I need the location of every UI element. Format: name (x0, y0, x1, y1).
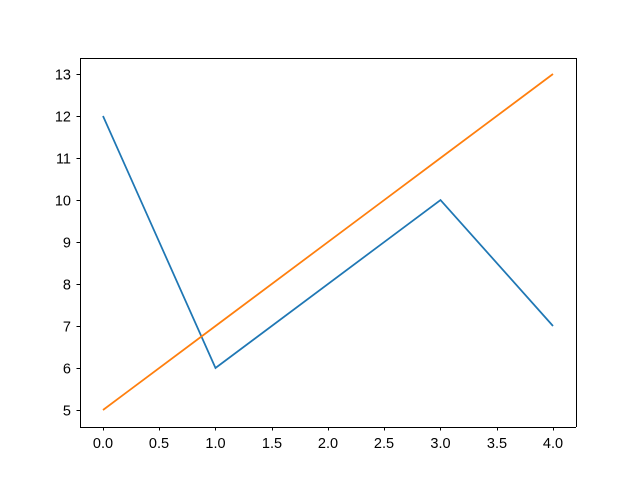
svg-text:11: 11 (56, 152, 71, 168)
svg-text:7: 7 (63, 320, 71, 336)
svg-text:6: 6 (63, 362, 71, 378)
svg-text:5: 5 (63, 404, 71, 420)
svg-text:2.0: 2.0 (318, 436, 338, 452)
svg-text:2.5: 2.5 (374, 436, 394, 452)
svg-text:0.0: 0.0 (93, 436, 113, 452)
svg-text:0.5: 0.5 (149, 436, 169, 452)
svg-text:9: 9 (63, 236, 71, 252)
svg-text:4.0: 4.0 (543, 436, 563, 452)
svg-text:13: 13 (55, 68, 71, 84)
svg-text:8: 8 (63, 278, 71, 294)
svg-text:10: 10 (55, 194, 71, 210)
svg-text:1.0: 1.0 (205, 436, 225, 452)
svg-text:3.0: 3.0 (430, 436, 450, 452)
svg-text:1.5: 1.5 (262, 436, 282, 452)
svg-text:3.5: 3.5 (487, 436, 507, 452)
svg-text:12: 12 (55, 110, 71, 126)
